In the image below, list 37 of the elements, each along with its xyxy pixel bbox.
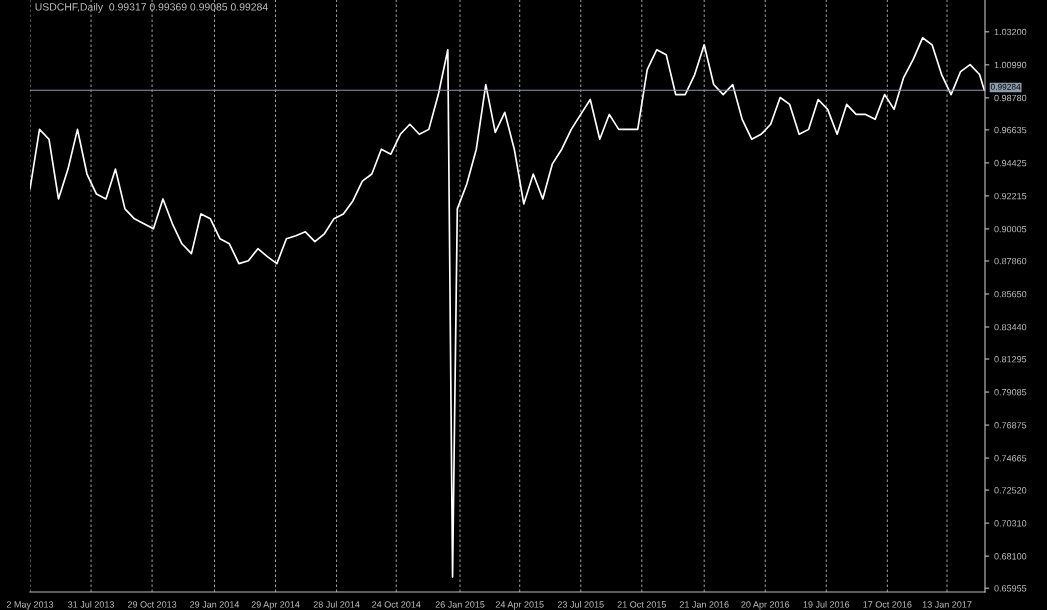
- x-tick-label: 13 Jan 2017: [922, 601, 972, 608]
- y-tick-label: 0.90005: [994, 225, 1027, 233]
- ref-line-label: 0.99284: [990, 83, 1021, 90]
- chart-title: USDCHF,Daily 0.99317 0.99369 0.99085 0.99284: [35, 2, 268, 13]
- y-tick-label: 0.85650: [994, 290, 1027, 298]
- x-tick-label: 21 Jan 2016: [679, 601, 729, 608]
- y-tick-label: 1.00990: [994, 61, 1027, 69]
- x-tick-label: 2 May 2013: [6, 601, 54, 610]
- y-tick-label: 0.96635: [994, 126, 1027, 134]
- x-tick-label: 29 Oct 2013: [127, 601, 177, 608]
- y-tick-label: 0.94425: [994, 159, 1027, 167]
- line-series: [30, 36, 985, 578]
- x-tick-label: 23 Jul 2015: [557, 601, 604, 608]
- x-tick-label: 31 Jul 2013: [68, 601, 114, 608]
- x-tick-label: 26 Jan 2015: [435, 601, 485, 608]
- x-tick-label: 24 Oct 2014: [372, 601, 421, 608]
- y-tick-label: 0.65955: [994, 585, 1027, 592]
- y-tick-label: 0.79085: [994, 389, 1027, 396]
- y-tick-label: 0.87860: [994, 257, 1027, 265]
- y-tick-label: 0.83440: [994, 323, 1027, 331]
- y-tick-label: 0.74665: [994, 455, 1027, 462]
- y-tick-label: 0.70310: [994, 520, 1027, 527]
- y-tick-label: 0.72520: [994, 487, 1027, 494]
- x-tick-label: 17 Oct 2016: [863, 601, 912, 608]
- y-tick-label: 0.68100: [994, 553, 1027, 560]
- y-tick-label: 0.81295: [994, 356, 1027, 363]
- y-tick-label: 0.76875: [994, 422, 1027, 429]
- x-tick-label: 29 Apr 2014: [251, 601, 300, 610]
- x-tick-label: 24 Apr 2015: [495, 601, 544, 610]
- x-tick-label: 28 Jul 2014: [313, 601, 360, 608]
- x-tick-label: 19 Jul 2016: [803, 601, 850, 608]
- x-tick-label: 21 Oct 2015: [617, 601, 667, 608]
- x-tick-label: 20 Apr 2016: [741, 601, 790, 610]
- y-tick-label: 0.98780: [994, 94, 1027, 102]
- y-tick-label: 0.92215: [994, 192, 1027, 200]
- y-tick-label: 1.03200: [994, 28, 1027, 36]
- x-tick-label: 29 Jan 2014: [190, 601, 240, 608]
